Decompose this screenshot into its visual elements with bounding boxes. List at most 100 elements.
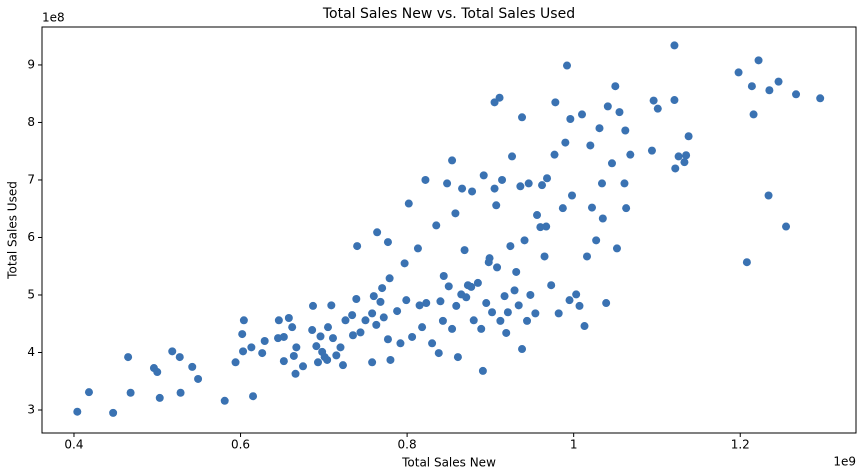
scatter-point [523,316,532,325]
scatter-point [279,357,288,366]
scatter-point [323,323,332,332]
scatter-point [408,332,417,341]
y-tick-label: 9 [27,57,35,71]
scatter-point [462,293,471,302]
scatter-point [418,323,427,332]
scatter-point [288,323,297,332]
scatter-point [402,296,411,305]
scatter-point [670,96,679,105]
scatter-point [747,82,756,91]
scatter-point [361,316,370,325]
scatter-point [168,347,177,356]
scatter-point [626,150,635,159]
scatter-point [299,362,308,371]
scatter-point [404,199,413,208]
scatter-point [568,191,577,200]
scatter-point [554,309,563,318]
scatter-point [520,236,529,245]
scatter-point [452,301,461,310]
scatter-point [518,345,527,354]
scatter-point [500,292,509,301]
scatter-point [498,175,507,184]
scatter-point [386,355,395,364]
scatter-point [682,151,691,160]
x-tick-label: 0.6 [231,438,250,452]
scatter-point [155,393,164,402]
x-tick-label: 0.4 [64,438,83,452]
scatter-point [439,272,448,281]
scatter-point [485,254,494,263]
scatter-point [578,110,587,119]
scatter-point [551,98,560,107]
scatter-point [188,362,197,371]
scatter-point [428,339,437,348]
scatter-point [550,150,559,159]
y-tick-label: 5 [27,287,35,301]
scatter-point [765,86,774,95]
y-axis-label: Total Sales Used [6,181,20,280]
scatter-point [503,308,512,317]
scatter-point [238,330,247,339]
scatter-point [438,316,447,325]
scatter-point [383,335,392,344]
scatter-point [575,301,584,310]
scatter-point [816,94,825,103]
scatter-point [356,328,365,337]
scatter-point [496,316,505,325]
scatter-point [352,295,361,304]
scatter-point [368,309,377,318]
x-axis-label: Total Sales New [401,456,496,470]
scatter-point [582,252,591,261]
x-offset-label: 1e9 [833,455,856,469]
scatter-point [153,368,162,377]
scatter-point [421,175,430,184]
scatter-point [565,296,574,305]
scatter-point [597,179,606,188]
scatter-point [258,349,267,358]
scatter-point [443,179,452,188]
scatter-point [477,324,486,333]
scatter-point [313,358,322,367]
scatter-point [512,267,521,276]
scatter-point [175,353,184,362]
scatter-point [684,132,693,141]
plot-area [73,41,825,417]
scatter-point [502,328,511,337]
scatter-point [341,316,350,325]
scatter-point [316,332,325,341]
scatter-point [524,179,533,188]
scatter-point [312,342,321,351]
scatter-point [734,68,743,77]
y-tick-label: 8 [27,115,35,129]
scatter-point [607,159,616,168]
scatter-point [432,221,441,230]
scatter-point [647,146,656,155]
scatter-point [782,222,791,231]
scatter-point [448,324,457,333]
scatter-point [336,343,345,352]
scatter-point [621,126,630,135]
scatter-point [518,113,527,122]
scatter-point [73,407,82,416]
scatter-point [516,182,525,191]
scatter-point [506,242,515,251]
y-tick-label: 3 [27,402,35,416]
scatter-point [413,244,422,253]
scatter-point [239,347,248,356]
scatter-point [289,351,298,360]
scatter-point [309,301,318,310]
scatter-point [239,316,248,325]
scatter-point [373,228,382,237]
scatter-point [774,77,783,86]
scatter-point [109,408,118,417]
scatter-point [586,141,595,150]
scatter-point [536,223,545,232]
scatter-point [611,82,620,91]
scatter-point [620,179,629,188]
scatter-point [379,313,388,322]
scatter-point [393,307,402,316]
scatter-point [671,164,680,173]
scatter-point [369,292,378,301]
scatter-point [458,184,467,193]
